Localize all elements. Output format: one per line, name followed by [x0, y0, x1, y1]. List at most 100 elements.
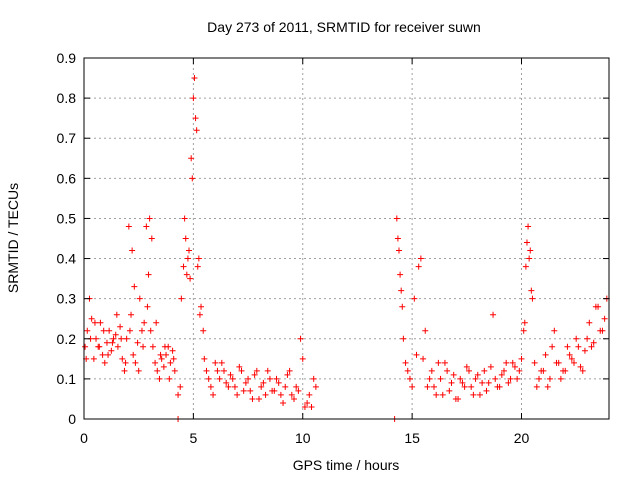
data-point [180, 263, 187, 270]
data-point [189, 175, 196, 182]
data-point [584, 335, 591, 342]
axis-ticks [83, 57, 609, 420]
data-point [143, 223, 150, 230]
y-tick-label: 0.6 [57, 170, 77, 186]
data-point [441, 359, 448, 366]
data-point [118, 335, 125, 342]
data-point [286, 367, 293, 374]
data-point [546, 375, 553, 382]
data-point [474, 371, 481, 378]
data-point [485, 379, 492, 386]
data-point [523, 239, 530, 246]
data-point [282, 383, 289, 390]
data-point [200, 327, 207, 334]
data-point [181, 215, 188, 222]
data-point [256, 395, 262, 402]
data-point [444, 367, 451, 374]
data-point [555, 359, 562, 366]
data-point [483, 387, 490, 394]
x-tick-label: 20 [514, 430, 530, 446]
data-point [144, 303, 151, 310]
data-point [551, 327, 558, 334]
data-point [132, 359, 139, 366]
data-point [198, 303, 205, 310]
data-point [435, 359, 442, 366]
data-point [394, 235, 401, 242]
data-point [468, 383, 475, 390]
data-point [271, 387, 278, 394]
data-point [93, 335, 100, 342]
data-point [509, 359, 516, 366]
data-point [153, 319, 160, 326]
data-point [163, 351, 170, 358]
x-tick-label: 15 [404, 430, 420, 446]
y-axis-label: SRMTID / TECUs [5, 183, 21, 293]
data-point [498, 371, 505, 378]
data-point [516, 367, 523, 374]
data-point [160, 363, 167, 370]
data-point [521, 319, 528, 326]
y-tick-label: 0.5 [57, 210, 77, 226]
data-point [156, 375, 163, 382]
data-points [82, 75, 610, 422]
data-point [564, 343, 571, 350]
data-point [166, 375, 173, 382]
data-point [577, 363, 584, 370]
data-point [402, 359, 409, 366]
data-point [409, 383, 416, 390]
y-tick-label: 0.9 [57, 50, 77, 66]
data-point [549, 343, 556, 350]
data-point [528, 287, 535, 294]
data-point [245, 375, 252, 382]
data-point [422, 327, 429, 334]
data-point [417, 255, 424, 262]
y-tick-label: 0.1 [57, 371, 77, 387]
data-point [231, 383, 238, 390]
data-point [112, 331, 119, 338]
data-point [487, 363, 494, 370]
data-point [134, 339, 141, 346]
data-point [284, 371, 291, 378]
data-point [439, 391, 446, 398]
data-point [522, 263, 529, 270]
data-point [242, 379, 249, 386]
chart-title: Day 273 of 2011, SRMTID for receiver suw… [207, 19, 481, 35]
data-point [291, 395, 297, 402]
data-point [431, 383, 437, 390]
data-point [221, 367, 227, 374]
data-point [304, 399, 311, 406]
data-point [136, 295, 143, 302]
data-point [100, 327, 107, 334]
data-point [157, 351, 164, 358]
data-point [581, 347, 588, 354]
data-point [106, 327, 113, 334]
data-point [415, 263, 422, 270]
data-point [299, 355, 306, 362]
data-point [457, 375, 464, 382]
data-point [152, 359, 159, 366]
data-point [459, 379, 466, 386]
data-point [264, 367, 271, 374]
data-point [503, 359, 510, 366]
grid-lines [84, 58, 609, 419]
data-point [218, 359, 225, 366]
data-point [138, 327, 145, 334]
data-point [293, 383, 300, 390]
x-tick-labels: 0 5 10 15 20 [80, 430, 529, 446]
data-point [191, 75, 198, 82]
data-point [234, 391, 241, 398]
data-point [586, 319, 593, 326]
data-point [448, 379, 455, 386]
data-point [167, 359, 174, 366]
data-point [131, 283, 138, 290]
data-point [531, 359, 538, 366]
data-point [140, 343, 147, 350]
data-point [536, 375, 542, 382]
data-point [406, 375, 413, 382]
data-point [251, 371, 258, 378]
data-point [113, 311, 120, 318]
data-point [121, 367, 128, 374]
data-point [312, 383, 319, 390]
data-point [91, 319, 98, 326]
data-point [599, 327, 606, 334]
